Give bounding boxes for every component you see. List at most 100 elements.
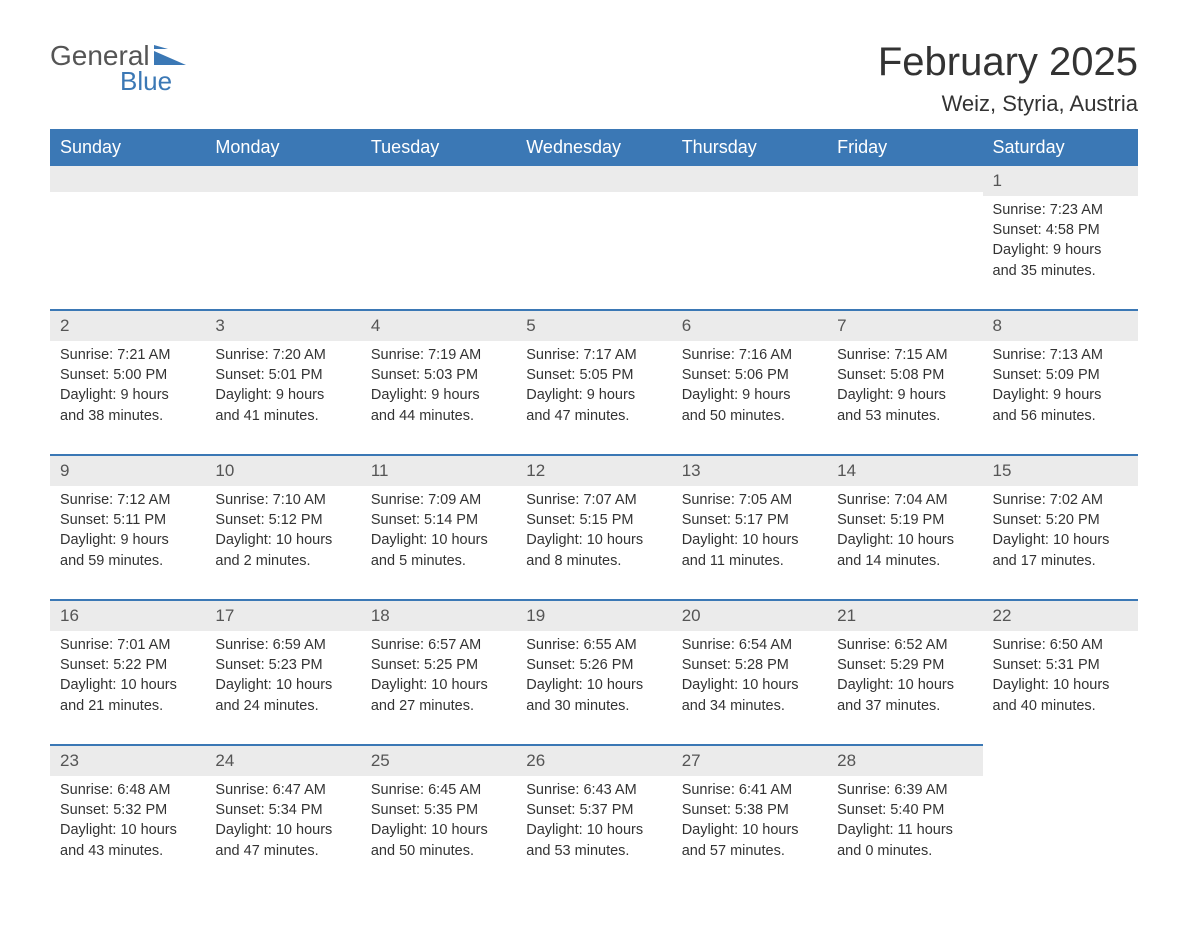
sunrise-text: Sunrise: 7:17 AM — [526, 345, 661, 365]
sunset-text: Sunset: 5:25 PM — [371, 655, 506, 675]
day-cell: 15Sunrise: 7:02 AMSunset: 5:20 PMDayligh… — [983, 454, 1138, 599]
logo: General Blue — [50, 40, 186, 97]
day-cell: 7Sunrise: 7:15 AMSunset: 5:08 PMDaylight… — [827, 309, 982, 454]
day-header-monday: Monday — [205, 129, 360, 166]
daylight2-text: and 17 minutes. — [993, 551, 1128, 571]
sunrise-text: Sunrise: 7:23 AM — [993, 200, 1128, 220]
daylight2-text: and 8 minutes. — [526, 551, 661, 571]
page-header: General Blue February 2025 Weiz, Styria,… — [50, 40, 1138, 117]
day-header-thursday: Thursday — [672, 129, 827, 166]
daylight1-text: Daylight: 11 hours — [837, 820, 972, 840]
day-cell: 2Sunrise: 7:21 AMSunset: 5:00 PMDaylight… — [50, 309, 205, 454]
day-cell: 19 Sunrise: 6:55 AMSunset: 5:26 PMDayligh… — [516, 599, 671, 744]
sunrise-text: Sunrise: 6:48 AM — [60, 780, 195, 800]
daylight1-text: Daylight: 9 hours — [526, 385, 661, 405]
empty-cell — [361, 166, 516, 309]
sunrise-text: Sunrise: 7:04 AM — [837, 490, 972, 510]
day-cell: 10Sunrise: 7:10 AMSunset: 5:12 PMDayligh… — [205, 454, 360, 599]
day-number: 28 — [827, 744, 982, 776]
daylight1-text: Daylight: 9 hours — [215, 385, 350, 405]
daylight2-text: and 27 minutes. — [371, 696, 506, 716]
daylight1-text: Daylight: 10 hours — [526, 820, 661, 840]
empty-band — [361, 166, 516, 192]
sunset-text: Sunset: 5:15 PM — [526, 510, 661, 530]
day-number: 4 — [361, 309, 516, 341]
sunset-text: Sunset: 5:40 PM — [837, 800, 972, 820]
sunrise-text: Sunrise: 7:12 AM — [60, 490, 195, 510]
empty-band — [516, 166, 671, 192]
day-cell: 14Sunrise: 7:04 AMSunset: 5:19 PMDayligh… — [827, 454, 982, 599]
empty-cell — [827, 166, 982, 309]
day-cell: 6Sunrise: 7:16 AMSunset: 5:06 PMDaylight… — [672, 309, 827, 454]
day-cell: 12Sunrise: 7:07 AMSunset: 5:15 PMDayligh… — [516, 454, 671, 599]
day-number: 2 — [50, 309, 205, 341]
day-number: 27 — [672, 744, 827, 776]
sunset-text: Sunset: 5:11 PM — [60, 510, 195, 530]
sunset-text: Sunset: 5:01 PM — [215, 365, 350, 385]
day-cell: 8Sunrise: 7:13 AMSunset: 5:09 PMDaylight… — [983, 309, 1138, 454]
location-label: Weiz, Styria, Austria — [878, 91, 1138, 117]
day-cell: 21Sunrise: 6:52 AMSunset: 5:29 PMDayligh… — [827, 599, 982, 744]
day-cell: 5Sunrise: 7:17 AMSunset: 5:05 PMDaylight… — [516, 309, 671, 454]
daylight1-text: Daylight: 9 hours — [60, 530, 195, 550]
daylight2-text: and 57 minutes. — [682, 841, 817, 861]
sunrise-text: Sunrise: 6:47 AM — [215, 780, 350, 800]
day-cell: 24Sunrise: 6:47 AMSunset: 5:34 PMDayligh… — [205, 744, 360, 889]
week-row: 16Sunrise: 7:01 AMSunset: 5:22 PMDayligh… — [50, 599, 1138, 744]
daylight2-text: and 50 minutes. — [371, 841, 506, 861]
sunrise-text: Sunrise: 6:50 AM — [993, 635, 1128, 655]
day-number: 19 — [516, 599, 671, 631]
daylight2-text: and 56 minutes. — [993, 406, 1128, 426]
daylight1-text: Daylight: 10 hours — [526, 675, 661, 695]
sunrise-text: Sunrise: 7:16 AM — [682, 345, 817, 365]
day-number: 7 — [827, 309, 982, 341]
empty-cell — [50, 166, 205, 309]
daylight2-text: and 24 minutes. — [215, 696, 350, 716]
day-number: 21 — [827, 599, 982, 631]
daylight2-text: and 2 minutes. — [215, 551, 350, 571]
sunrise-text: Sunrise: 6:54 AM — [682, 635, 817, 655]
day-number: 24 — [205, 744, 360, 776]
sunrise-text: Sunrise: 7:02 AM — [993, 490, 1128, 510]
sunset-text: Sunset: 5:26 PM — [526, 655, 661, 675]
daylight1-text: Daylight: 10 hours — [526, 530, 661, 550]
sunrise-text: Sunrise: 7:09 AM — [371, 490, 506, 510]
day-cell: 3Sunrise: 7:20 AMSunset: 5:01 PMDaylight… — [205, 309, 360, 454]
week-row: 23Sunrise: 6:48 AMSunset: 5:32 PMDayligh… — [50, 744, 1138, 889]
daylight1-text: Daylight: 10 hours — [837, 675, 972, 695]
daylight1-text: Daylight: 10 hours — [215, 530, 350, 550]
empty-band — [205, 166, 360, 192]
sunset-text: Sunset: 5:35 PM — [371, 800, 506, 820]
day-cell: 11Sunrise: 7:09 AMSunset: 5:14 PMDayligh… — [361, 454, 516, 599]
day-number: 8 — [983, 309, 1138, 341]
daylight2-text: and 34 minutes. — [682, 696, 817, 716]
sunset-text: Sunset: 5:14 PM — [371, 510, 506, 530]
daylight1-text: Daylight: 9 hours — [60, 385, 195, 405]
day-number: 10 — [205, 454, 360, 486]
daylight2-text: and 21 minutes. — [60, 696, 195, 716]
daylight1-text: Daylight: 10 hours — [60, 675, 195, 695]
daylight1-text: Daylight: 10 hours — [682, 530, 817, 550]
day-header-friday: Friday — [827, 129, 982, 166]
daylight1-text: Daylight: 9 hours — [682, 385, 817, 405]
daylight2-text: and 40 minutes. — [993, 696, 1128, 716]
week-row: 1Sunrise: 7:23 AMSunset: 4:58 PMDaylight… — [50, 166, 1138, 309]
sunset-text: Sunset: 5:03 PM — [371, 365, 506, 385]
day-cell: 9Sunrise: 7:12 AMSunset: 5:11 PMDaylight… — [50, 454, 205, 599]
empty-cell — [516, 166, 671, 309]
sunrise-text: Sunrise: 6:45 AM — [371, 780, 506, 800]
calendar-table: SundayMondayTuesdayWednesdayThursdayFrid… — [50, 129, 1138, 889]
day-number: 16 — [50, 599, 205, 631]
day-header-wednesday: Wednesday — [516, 129, 671, 166]
day-header-row: SundayMondayTuesdayWednesdayThursdayFrid… — [50, 129, 1138, 166]
day-number: 6 — [672, 309, 827, 341]
sunrise-text: Sunrise: 6:55 AM — [526, 635, 661, 655]
sunrise-text: Sunrise: 7:15 AM — [837, 345, 972, 365]
day-number: 13 — [672, 454, 827, 486]
day-cell: 28Sunrise: 6:39 AMSunset: 5:40 PMDayligh… — [827, 744, 982, 889]
daylight2-text: and 44 minutes. — [371, 406, 506, 426]
empty-cell — [983, 744, 1138, 889]
sunset-text: Sunset: 5:05 PM — [526, 365, 661, 385]
daylight1-text: Daylight: 10 hours — [371, 675, 506, 695]
sunset-text: Sunset: 5:32 PM — [60, 800, 195, 820]
